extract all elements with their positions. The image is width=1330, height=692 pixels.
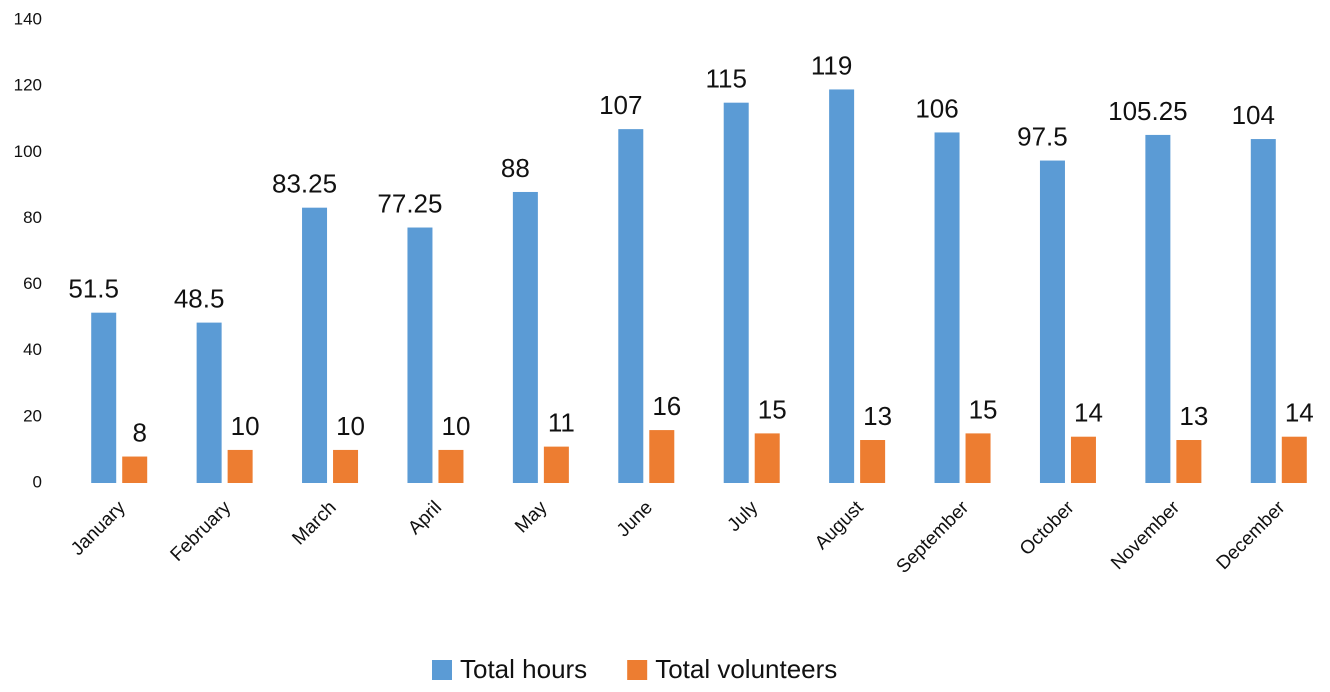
- data-label: 15: [969, 394, 998, 424]
- y-tick-label: 60: [23, 274, 42, 293]
- data-label: 77.25: [377, 188, 442, 218]
- bar: [302, 207, 328, 483]
- bar: [965, 433, 991, 483]
- y-tick-label: 0: [33, 472, 42, 491]
- y-tick-label: 120: [14, 76, 42, 95]
- bar: [649, 430, 675, 483]
- data-label: 97.5: [1017, 121, 1068, 151]
- bar: [1039, 160, 1065, 483]
- data-label: 13: [863, 401, 892, 431]
- x-tick-label: December: [1213, 497, 1290, 574]
- data-label: 16: [652, 391, 681, 421]
- bar: [438, 449, 464, 483]
- data-label: 107: [599, 90, 642, 120]
- bar: [829, 89, 855, 483]
- data-label: 13: [1179, 401, 1208, 431]
- x-tick-label: May: [511, 497, 552, 538]
- y-tick-label: 40: [23, 340, 42, 359]
- data-label: 106: [915, 93, 958, 123]
- bar: [543, 446, 569, 483]
- data-label: 48.5: [174, 283, 225, 313]
- data-label: 10: [336, 411, 365, 441]
- data-label: 83.25: [272, 169, 337, 199]
- data-label: 88: [501, 153, 530, 183]
- y-tick-label: 80: [23, 208, 42, 227]
- data-label: 8: [132, 417, 146, 447]
- bar: [333, 449, 359, 483]
- legend-label: Total volunteers: [655, 654, 837, 684]
- bar: [1250, 139, 1276, 484]
- bar: [196, 322, 222, 483]
- data-label: 15: [758, 394, 787, 424]
- x-tick-label: March: [288, 497, 340, 549]
- bar: [723, 102, 749, 483]
- bar: [1145, 134, 1171, 483]
- bar: [1176, 440, 1202, 483]
- bar: [618, 129, 644, 483]
- data-label: 11: [548, 407, 575, 437]
- data-label: 14: [1285, 398, 1314, 428]
- bar: [407, 227, 433, 483]
- bar: [227, 449, 253, 483]
- bar: [1281, 436, 1307, 483]
- bar: [122, 456, 148, 483]
- x-tick-label: July: [724, 497, 763, 536]
- x-tick-label: June: [613, 497, 657, 541]
- bar: [754, 433, 780, 483]
- x-tick-label: October: [1016, 497, 1079, 560]
- data-label: 10: [441, 411, 470, 441]
- data-label: 14: [1074, 398, 1103, 428]
- x-tick-label: January: [67, 497, 130, 560]
- x-tick-label: September: [893, 497, 974, 578]
- legend-swatch: [627, 660, 648, 680]
- bar: [91, 312, 117, 483]
- data-label: 119: [811, 50, 852, 80]
- legend-label: Total hours: [460, 654, 587, 684]
- y-tick-label: 100: [14, 142, 42, 161]
- x-tick-label: November: [1107, 497, 1184, 574]
- data-label: 104: [1232, 100, 1275, 130]
- x-tick-label: February: [167, 497, 236, 566]
- y-tick-label: 20: [23, 406, 42, 425]
- y-tick-label: 140: [14, 9, 42, 28]
- bar: [512, 191, 538, 483]
- bar: [860, 440, 886, 483]
- legend-swatch: [432, 660, 452, 680]
- data-label: 10: [231, 411, 260, 441]
- bar: [934, 132, 960, 483]
- data-label: 115: [705, 64, 746, 94]
- data-label: 51.5: [68, 274, 119, 304]
- x-tick-label: April: [404, 497, 446, 539]
- x-tick-label: August: [811, 497, 868, 554]
- data-label: 105.25: [1108, 96, 1188, 126]
- bar: [1070, 436, 1096, 483]
